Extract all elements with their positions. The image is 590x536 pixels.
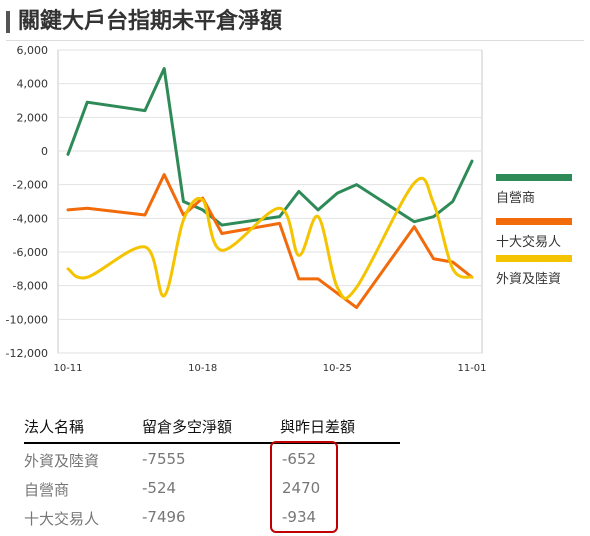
legend-label-foreign: 外資及陸資	[496, 272, 562, 287]
cell-net-position: -7496	[142, 508, 186, 526]
cell-daily-change: 2470	[282, 479, 321, 497]
title-area: 關鍵大戶台指期未平倉淨額	[6, 6, 584, 41]
legend-item-top10: 十大交易人	[496, 218, 578, 250]
cell-net-position: -524	[142, 479, 177, 497]
legend-item-dealers: 自營商	[496, 174, 578, 206]
y-tick-label: -6,000	[13, 246, 48, 259]
y-tick-label: -2,000	[13, 179, 48, 192]
y-tick-label: 2,000	[17, 111, 49, 124]
table-row: 十大交易人 -7496 -934	[24, 502, 400, 531]
legend-swatch-foreign	[496, 255, 572, 262]
x-tick-label: 10-18	[188, 363, 217, 374]
cell-institution: 外資及陸資	[24, 452, 100, 470]
positions-table: 法人名稱 留倉多空淨額 與昨日差額 外資及陸資 -7555 -652 自營商 -…	[24, 410, 400, 531]
y-tick-label: -10,000	[6, 313, 48, 326]
series-line-dealers	[66, 67, 474, 227]
legend-item-foreign: 外資及陸資	[496, 255, 578, 287]
daily-change-highlight-box	[270, 441, 338, 533]
title-divider	[6, 40, 584, 41]
cell-daily-change: -934	[282, 508, 317, 526]
header-institution: 法人名稱	[24, 418, 85, 436]
legend-swatch-top10	[496, 218, 572, 225]
legend-swatch-dealers	[496, 174, 572, 181]
page-title: 關鍵大戶台指期未平倉淨額	[18, 9, 283, 34]
line-chart: 6,000 4,000 2,000 0 -2,000 -4,000 -6,000 -8,000…	[6, 44, 487, 374]
x-tick-label: 11-01	[457, 363, 486, 374]
legend-label-top10: 十大交易人	[496, 235, 562, 250]
series-line-foreign	[66, 176, 474, 300]
legend-label-dealers: 自營商	[496, 191, 536, 206]
header-daily-change: 與昨日差額	[280, 418, 356, 436]
cell-net-position: -7555	[142, 450, 186, 468]
x-tick-label: 10-11	[53, 363, 82, 374]
title-accent-bar	[6, 11, 10, 33]
y-tick-label: 6,000	[17, 44, 49, 57]
y-tick-label: -4,000	[13, 212, 48, 225]
cell-institution: 自營商	[24, 481, 70, 499]
table-row: 外資及陸資 -7555 -652	[24, 444, 400, 473]
y-tick-label: -12,000	[6, 347, 48, 360]
y-tick-label: -8,000	[13, 280, 48, 293]
x-tick-label: 10-25	[323, 363, 352, 374]
plot-area	[57, 49, 483, 354]
y-tick-label: 0	[41, 145, 48, 158]
header-net-position: 留倉多空淨額	[142, 418, 233, 436]
table-row: 自營商 -524 2470	[24, 473, 400, 502]
cell-daily-change: -652	[282, 450, 317, 468]
table-header: 法人名稱 留倉多空淨額 與昨日差額	[24, 410, 400, 444]
cell-institution: 十大交易人	[24, 510, 100, 528]
y-tick-label: 4,000	[17, 78, 49, 91]
series-line-top10	[66, 173, 474, 310]
